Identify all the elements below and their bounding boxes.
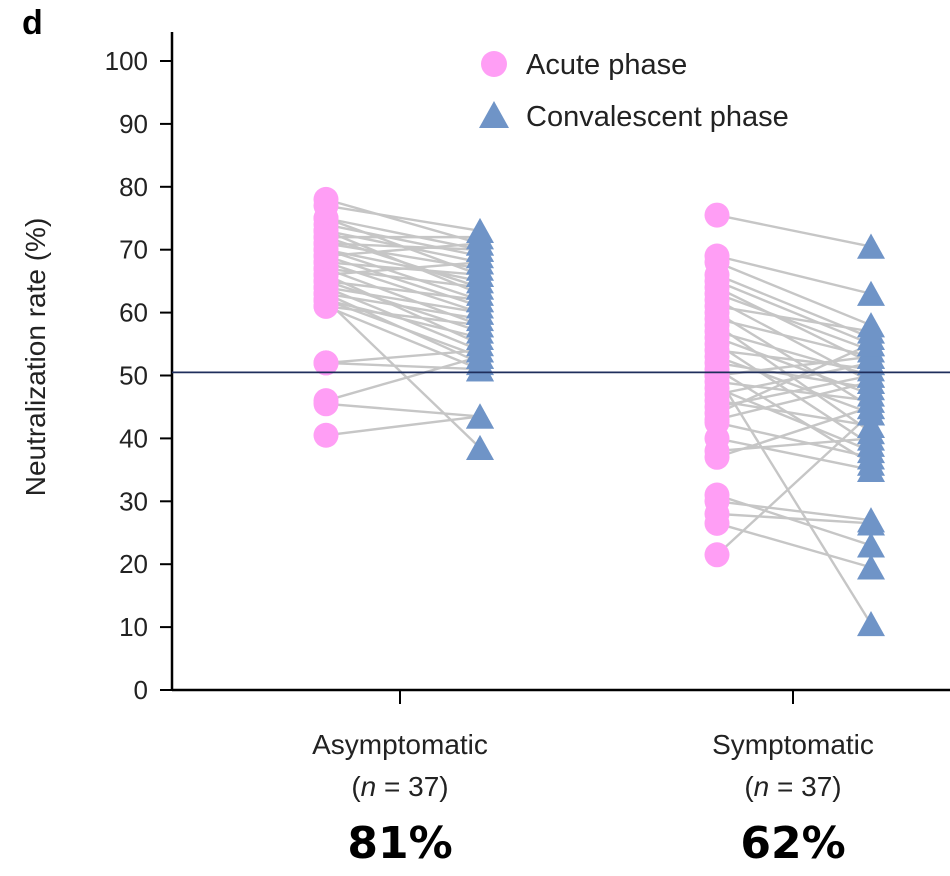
pair-line — [325, 279, 481, 302]
pair-line — [325, 223, 481, 258]
pair-line — [716, 261, 872, 327]
acute-point — [313, 287, 339, 313]
pair-line — [716, 342, 872, 415]
pair-line — [716, 437, 872, 472]
symptomatic-percent: 62% — [740, 818, 846, 869]
pair-line — [325, 298, 481, 339]
pair-line — [716, 280, 872, 346]
group-n-label: (n = 37) — [351, 771, 448, 802]
convalescent-point — [857, 532, 885, 558]
group-n-label: (n = 37) — [744, 771, 841, 802]
acute-point — [704, 444, 730, 470]
y-tick-label: 0 — [134, 675, 148, 705]
legend-convalescent-label: Convalescent phase — [526, 101, 789, 133]
pair-line — [325, 305, 481, 327]
legend-acute-marker — [481, 51, 507, 77]
acute-point — [313, 388, 339, 414]
convalescent-point — [857, 280, 885, 306]
x-tick-label: Asymptomatic — [312, 729, 488, 760]
pair-line — [716, 317, 872, 358]
pair-line — [716, 399, 872, 428]
convalescent-point — [857, 510, 885, 536]
pair-line — [715, 374, 873, 625]
pair-line — [716, 343, 872, 446]
acute-point — [704, 542, 730, 568]
y-tick-label: 30 — [119, 486, 148, 516]
convalescent-point — [857, 368, 885, 394]
pair-line — [325, 355, 481, 402]
y-tick-label: 70 — [119, 235, 148, 265]
pair-line — [325, 242, 481, 258]
convalescent-point — [857, 425, 885, 451]
pair-line — [325, 361, 481, 371]
convalescent-point — [857, 610, 885, 637]
convalescent-point — [857, 331, 885, 357]
y-axis-label: Neutralization rate (%) — [20, 218, 51, 497]
pair-line — [716, 305, 872, 333]
acute-point — [313, 350, 339, 376]
convalescent-point — [466, 343, 494, 369]
y-tick-label: 10 — [119, 612, 148, 642]
y-tick-label: 60 — [119, 298, 148, 328]
pair-line — [716, 421, 872, 459]
y-tick-label: 20 — [119, 549, 148, 579]
convalescent-point — [466, 312, 494, 338]
pair-line — [716, 493, 872, 547]
convalescent-point — [466, 230, 494, 256]
convalescent-point — [857, 400, 885, 426]
pair-line — [325, 248, 481, 302]
pair-line — [716, 254, 872, 295]
convalescent-point — [857, 233, 885, 259]
legend-convalescent-marker — [479, 101, 509, 128]
convalescent-point — [857, 554, 885, 580]
points-layer — [313, 186, 885, 637]
pair-line — [325, 415, 481, 437]
axes-layer: 0 10 20 30 40 50 60 70 80 90 100 Asymptomatic (n = 3… — [105, 32, 950, 802]
y-tick-label: 50 — [119, 361, 148, 391]
acute-point — [704, 363, 730, 388]
pair-line — [716, 380, 872, 421]
convalescent-point — [466, 434, 494, 461]
pair-line — [716, 412, 872, 556]
y-tick-label: 100 — [105, 46, 148, 76]
pair-line — [325, 204, 481, 233]
acute-point — [704, 510, 730, 536]
pair-line — [325, 286, 481, 314]
acute-point — [704, 202, 730, 228]
pair-line — [325, 402, 481, 418]
legend: Acute phase Convalescent phase — [479, 49, 789, 133]
pair-line — [716, 405, 872, 459]
pair-line — [716, 500, 872, 522]
pair-line — [716, 361, 872, 390]
pair-line — [325, 242, 481, 251]
y-tick-label: 80 — [119, 172, 148, 202]
pair-line — [325, 349, 481, 365]
x-tick-label: Symptomatic — [712, 729, 874, 760]
pair-line — [716, 522, 872, 569]
pair-lines-layer — [325, 198, 873, 625]
pair-line — [325, 292, 481, 321]
convalescent-point — [466, 403, 494, 429]
pair-line — [325, 305, 481, 371]
pair-line — [325, 299, 481, 449]
pair-line — [325, 261, 481, 277]
pair-line — [716, 349, 872, 371]
acute-point — [704, 425, 730, 451]
panel-label: d — [22, 4, 43, 42]
y-tick-label: 40 — [119, 423, 148, 453]
convalescent-point — [857, 456, 885, 483]
y-tick-label: 90 — [119, 109, 148, 139]
convalescent-point — [466, 249, 494, 275]
legend-acute-label: Acute phase — [526, 49, 687, 81]
pair-line — [716, 213, 872, 248]
asymptomatic-percent: 81% — [347, 818, 453, 869]
pair-line — [716, 292, 872, 352]
acute-point — [313, 422, 339, 448]
pair-line — [716, 512, 872, 525]
